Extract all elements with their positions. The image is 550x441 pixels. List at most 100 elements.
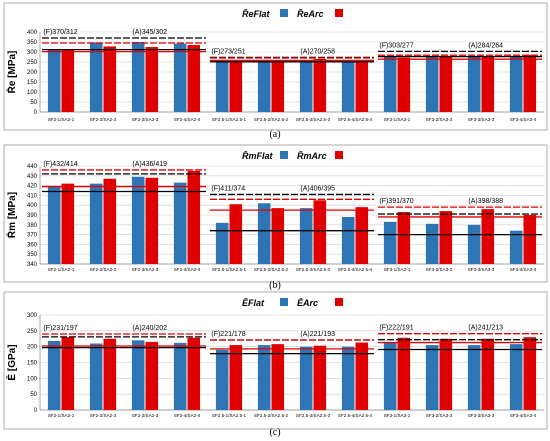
- legend-swatch: [335, 298, 343, 306]
- y-tick-label: 50: [30, 100, 37, 106]
- bar-arc: [439, 211, 453, 264]
- annotation-label: (A)436/419: [132, 161, 167, 168]
- bar-arc: [439, 57, 453, 112]
- category-label: SF2-1/SA2-1: [48, 117, 75, 122]
- legend-swatch: [335, 9, 343, 17]
- category-label: SF3-4/SA3-4: [510, 267, 537, 272]
- bar-arc: [397, 337, 411, 410]
- bar-flat: [467, 345, 481, 410]
- bar-arc: [481, 209, 495, 264]
- category-label: SF2-1/SA2-1: [48, 267, 75, 272]
- legend-label: R̄eArc: [297, 9, 324, 19]
- y-tick-label: 350: [27, 252, 38, 258]
- category-label: SF2-2/SA2-2: [90, 267, 117, 272]
- bar-arc: [481, 338, 495, 410]
- category-label: SF3-3/SA3-3: [468, 413, 495, 418]
- bar-arc: [145, 47, 159, 112]
- category-label: SF2-2/SA2-2: [90, 117, 117, 122]
- legend-label: ĒArc: [297, 298, 318, 308]
- y-tick-label: 420: [27, 184, 38, 190]
- y-tick-label: 0: [34, 408, 38, 414]
- annotation-label: (F)221/178: [211, 331, 245, 338]
- bar-flat: [257, 345, 271, 410]
- annotation-label: (F)391/370: [379, 198, 413, 205]
- annotation-label: (A)345/302: [132, 29, 167, 36]
- legend-label: ĒFlat: [242, 298, 265, 308]
- y-tick-label: 200: [27, 345, 38, 351]
- bar-flat: [257, 61, 271, 112]
- category-label: SF2-4/SA2-4: [174, 413, 201, 418]
- y-axis-label: Ē [GPa]: [6, 344, 18, 380]
- bar-arc: [271, 61, 285, 112]
- bar-flat: [47, 186, 61, 264]
- bar-arc: [103, 46, 117, 112]
- category-label: SF2.5-2/SA2.5-2: [254, 117, 289, 122]
- bar-arc: [103, 338, 117, 410]
- bar-arc: [481, 56, 495, 112]
- annotation-label: (F)303/277: [379, 42, 413, 49]
- category-label: SF3-1/SA3-1: [384, 267, 411, 272]
- bar-flat: [131, 42, 145, 112]
- bar-arc: [397, 57, 411, 112]
- annotation-label: (F)231/197: [43, 325, 77, 332]
- annotation-label: (F)411/374: [211, 185, 245, 192]
- bar-arc: [61, 50, 75, 112]
- bar-arc: [271, 208, 285, 264]
- category-label: SF2.5-4/SA2.5-4: [338, 117, 373, 122]
- category-label: SF2-3/SA2-3: [132, 267, 159, 272]
- bar-arc: [187, 170, 201, 264]
- annotation-label: (A)284/264: [468, 42, 503, 49]
- category-label: SF3-2/SA3-2: [426, 267, 453, 272]
- annotation-label: (F)370/312: [43, 29, 77, 36]
- bar-arc: [61, 337, 75, 410]
- y-tick-label: 100: [27, 90, 38, 96]
- bar-flat: [467, 224, 481, 264]
- annotation-label: (A)270/258: [300, 48, 335, 55]
- bar-arc: [313, 345, 327, 410]
- bar-flat: [89, 42, 103, 112]
- category-label: SF2-2/SA2-2: [90, 413, 117, 418]
- legend-swatch: [280, 9, 288, 17]
- category-label: SF2.5-3/SA2.5-3: [296, 117, 331, 122]
- bar-flat: [89, 183, 103, 264]
- panel-label: (b): [269, 280, 281, 291]
- bar-arc: [61, 183, 75, 264]
- category-label: SF3-1/SA3-1: [384, 117, 411, 122]
- chart-panel-3: 0 50 100 150 200 250 300 Ē [GPa] SF2-1/SA2-1 SF2-…: [3, 291, 548, 430]
- bar-arc: [229, 345, 243, 410]
- bar-arc: [439, 338, 453, 410]
- category-label: SF3-4/SA3-4: [510, 413, 537, 418]
- bar-flat: [47, 49, 61, 112]
- bar-flat: [215, 349, 229, 410]
- category-label: SF3-4/SA3-4: [510, 117, 537, 122]
- category-label: SF2-1/SA2-1: [48, 413, 75, 418]
- bar-flat: [131, 176, 145, 264]
- annotation-label: (A)241/213: [468, 325, 503, 332]
- legend-label: R̄mArc: [297, 151, 327, 161]
- y-tick-label: 440: [27, 164, 38, 170]
- bar-flat: [425, 56, 439, 112]
- y-tick-label: 430: [27, 174, 38, 180]
- annotation-label: (F)273/251: [211, 48, 245, 55]
- bar-flat: [383, 57, 397, 112]
- y-tick-label: 390: [27, 213, 38, 219]
- bar-flat: [257, 203, 271, 264]
- bar-flat: [215, 222, 229, 264]
- bar-flat: [299, 208, 313, 264]
- annotation-label: (A)406/395: [300, 185, 335, 192]
- y-tick-label: 50: [30, 392, 37, 398]
- bar-arc: [355, 207, 369, 264]
- legend-swatch: [335, 151, 343, 159]
- category-label: SF3-2/SA3-2: [426, 413, 453, 418]
- bar-flat: [215, 60, 229, 112]
- y-tick-label: 380: [27, 223, 38, 229]
- y-axis-label: R̄e [MPa]: [6, 51, 18, 94]
- bar-flat: [173, 342, 187, 410]
- category-label: SF2.5-2/SA2.5-2: [254, 267, 289, 272]
- category-label: SF2.5-1/SA2.5-1: [212, 267, 247, 272]
- bar-flat: [509, 230, 523, 264]
- category-label: SF3-3/SA3-3: [468, 267, 495, 272]
- annotation-label: (F)432/414: [43, 161, 77, 168]
- y-axis-label: R̄m [MPa]: [6, 192, 18, 238]
